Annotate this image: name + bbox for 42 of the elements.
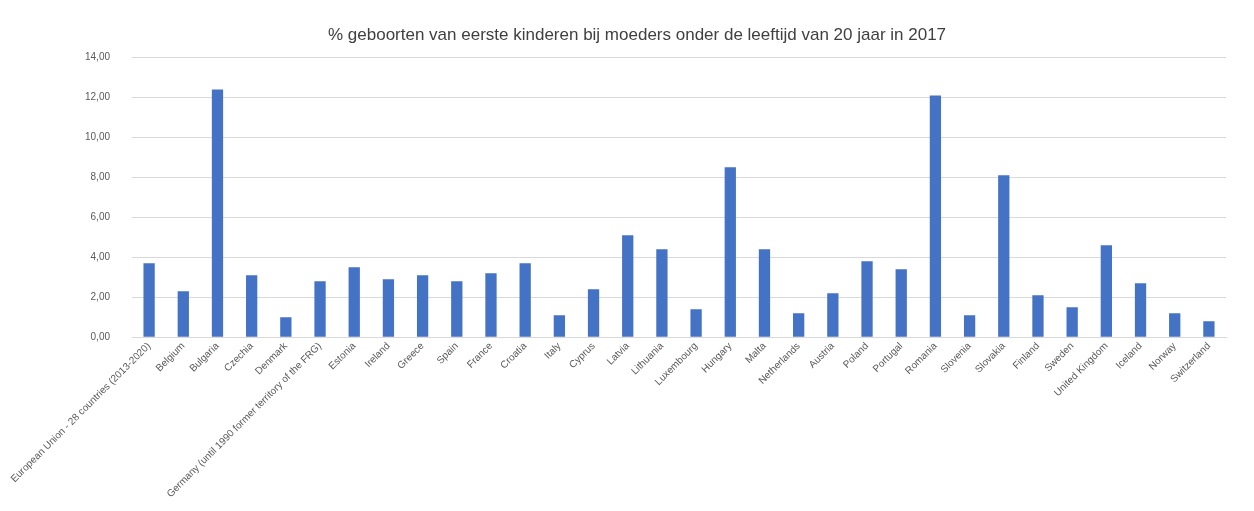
bar bbox=[246, 275, 258, 337]
bar bbox=[1032, 295, 1044, 337]
bar bbox=[1100, 245, 1112, 337]
bar bbox=[758, 249, 771, 337]
bar bbox=[1203, 321, 1215, 337]
bar bbox=[793, 313, 805, 337]
bar bbox=[1066, 307, 1078, 337]
bar bbox=[656, 249, 668, 337]
bar bbox=[690, 309, 702, 337]
bar bbox=[998, 175, 1010, 337]
bar bbox=[416, 275, 429, 337]
chart-title: % geboorten van eerste kinderen bij moeders onder de leeftijd van 20 jaar in 2017 bbox=[327, 24, 947, 44]
bar bbox=[929, 95, 942, 337]
bar bbox=[895, 269, 907, 337]
y-tick-label: 8,00 bbox=[90, 171, 111, 183]
bar bbox=[724, 167, 736, 337]
x-tick-label: Italy bbox=[541, 340, 563, 361]
bar bbox=[553, 315, 565, 337]
y-tick-label: 0,00 bbox=[90, 330, 111, 342]
y-tick-label: 12,00 bbox=[84, 91, 111, 103]
bar bbox=[177, 291, 189, 337]
bar bbox=[280, 317, 292, 337]
bar bbox=[827, 293, 839, 337]
bar bbox=[622, 235, 634, 337]
bar bbox=[861, 261, 873, 337]
y-tick-label: 2,00 bbox=[90, 291, 111, 302]
bar bbox=[963, 315, 976, 337]
bar bbox=[143, 263, 155, 337]
bar bbox=[451, 281, 463, 337]
bar bbox=[485, 273, 497, 337]
bar bbox=[211, 89, 224, 337]
y-tick-label: 14,00 bbox=[84, 51, 111, 63]
bar bbox=[519, 263, 531, 337]
bar bbox=[348, 267, 360, 337]
bar bbox=[1134, 283, 1147, 337]
bar bbox=[314, 281, 326, 337]
bar bbox=[1169, 313, 1181, 337]
y-tick-label: 6,00 bbox=[90, 211, 111, 223]
bar bbox=[382, 279, 395, 337]
y-tick-label: 10,00 bbox=[84, 131, 111, 143]
y-tick-label: 4,00 bbox=[90, 251, 111, 263]
bar bbox=[587, 289, 600, 337]
